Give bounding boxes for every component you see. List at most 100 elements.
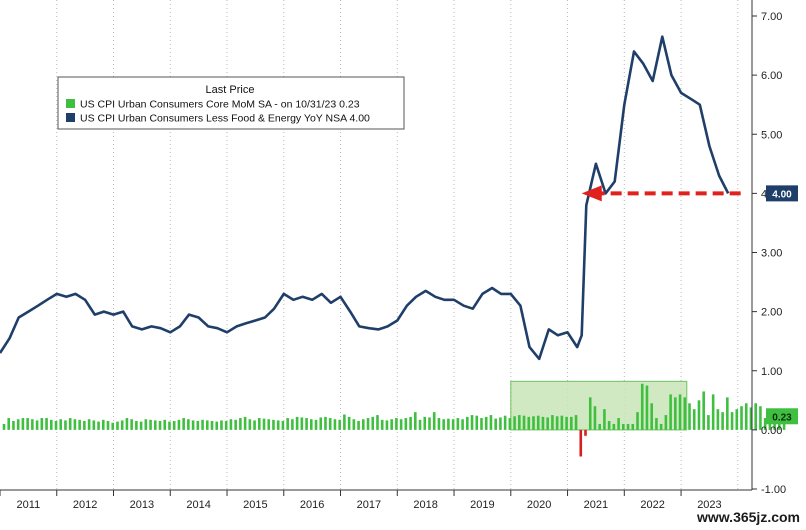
mom-bar [385, 420, 389, 430]
mom-bar [68, 418, 72, 430]
y-axis-ticks: 7.006.005.004.003.002.001.000.00-1.00 [752, 11, 786, 496]
mom-bar [352, 419, 356, 430]
mom-bar [428, 417, 431, 430]
x-tick-label: 2011 [17, 499, 41, 511]
mom-bar [532, 416, 535, 430]
mom-bar [73, 419, 77, 430]
mom-bar [640, 383, 644, 430]
x-tick-label: 2018 [413, 499, 437, 511]
mom-bar [513, 416, 516, 430]
mom-bar [711, 394, 715, 430]
mom-bar [626, 423, 630, 430]
mom-bar [659, 423, 663, 430]
mom-bar-negative [579, 429, 583, 457]
mom-bar [253, 420, 256, 430]
mom-bar [664, 415, 668, 430]
mom-bar [40, 418, 44, 430]
mom-bar [224, 421, 228, 430]
mom-bars [2, 383, 786, 457]
mom-bar [447, 418, 450, 430]
arrow-head [581, 185, 602, 202]
mom-bar [494, 418, 497, 430]
mom-bar [404, 418, 408, 430]
legend-swatch-mom [66, 99, 75, 108]
mom-bar [740, 406, 743, 430]
mom-bar [442, 419, 445, 430]
dashed-arrow-annotation [581, 185, 741, 202]
x-tick-label: 2022 [640, 499, 664, 511]
x-tick-label: 2017 [357, 499, 381, 511]
mom-bar [631, 423, 635, 430]
mom-bar [12, 421, 15, 430]
mom-bar [54, 421, 58, 430]
mom-bar [366, 418, 370, 430]
mom-bar [697, 400, 701, 430]
mom-bar [59, 419, 63, 430]
mom-bar [432, 412, 436, 430]
mom-bar [475, 415, 479, 430]
mom-bar [135, 421, 138, 430]
legend-label-yoy: US CPI Urban Consumers Less Food & Energ… [80, 113, 370, 125]
legend-label-mom: US CPI Urban Consumers Core MoM SA - on … [80, 99, 360, 111]
mom-bar [281, 421, 285, 430]
watermark: www.365jz.com [696, 509, 800, 525]
mom-bar [669, 394, 672, 430]
mom-bar [730, 412, 734, 430]
mom-bar [286, 418, 289, 430]
mom-bar [49, 419, 53, 430]
mom-bar [461, 419, 464, 430]
mom-bar [116, 421, 119, 430]
mom-bar [645, 385, 649, 430]
mom-bar [26, 418, 29, 430]
legend: Last Price US CPI Urban Consumers Core M… [57, 76, 405, 130]
mom-bar [390, 419, 393, 430]
x-tick-label: 2020 [527, 499, 551, 511]
mom-bar [522, 415, 526, 430]
y-tick-label: 5.00 [761, 129, 782, 141]
mom-bar [588, 397, 592, 430]
mom-bar [598, 423, 601, 430]
mom-bar [101, 419, 105, 430]
mom-bar [276, 420, 280, 430]
mom-bar [735, 409, 739, 430]
mom-bar [343, 414, 346, 430]
mom-bar [111, 422, 115, 430]
mom-bar [2, 423, 6, 430]
legend-swatch-yoy [66, 113, 75, 122]
mom-bar [262, 418, 266, 430]
mom-bar [92, 420, 96, 430]
mom-bar [527, 416, 531, 430]
mom-bar [130, 419, 133, 430]
y-tick-label: 6.00 [761, 70, 782, 82]
mom-bar [347, 416, 351, 430]
mom-bar [484, 416, 488, 430]
mom-bar [120, 420, 124, 430]
mom-bar [546, 417, 549, 430]
mom-bar [489, 415, 493, 430]
mom-bar [239, 418, 242, 430]
mom-bar [210, 421, 214, 430]
mom-bar [754, 403, 757, 430]
x-tick-label: 2015 [243, 499, 267, 511]
mom-bar [423, 416, 427, 430]
mom-bar [168, 421, 171, 430]
mom-bar [328, 418, 332, 430]
mom-bar [541, 416, 545, 430]
mom-bar [763, 418, 767, 430]
mom-bar [257, 418, 261, 430]
mom-bar [338, 419, 341, 430]
mom-bar [683, 397, 687, 430]
mom-bar [395, 418, 398, 430]
y-tick-label: 0.00 [761, 425, 782, 437]
mom-bar [503, 415, 507, 430]
mom-bar [466, 416, 469, 430]
badge-yoy [766, 185, 798, 202]
x-tick-label: 2014 [186, 499, 210, 511]
mom-bar [31, 419, 34, 430]
mom-bar [16, 419, 20, 430]
x-tick-label: 2013 [130, 499, 154, 511]
mom-bar [560, 415, 564, 430]
mom-bar [97, 421, 100, 430]
mom-bar [248, 419, 252, 430]
